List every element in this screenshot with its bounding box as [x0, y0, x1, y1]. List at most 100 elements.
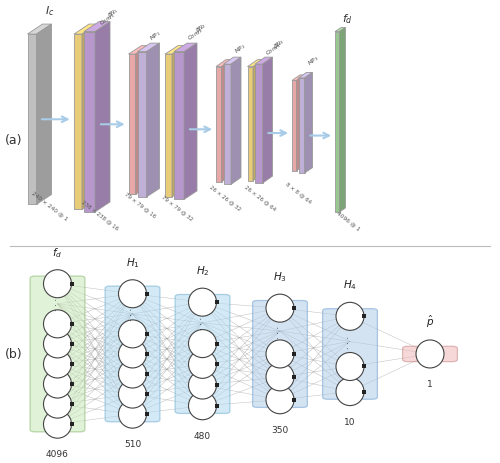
Ellipse shape [336, 378, 364, 406]
Text: · · ·: · · · [276, 325, 284, 338]
Ellipse shape [336, 353, 364, 381]
Polygon shape [74, 25, 97, 35]
Polygon shape [298, 79, 304, 174]
Bar [362, 315, 366, 319]
Text: $f_d$: $f_d$ [52, 245, 62, 259]
Text: $H_2$: $H_2$ [196, 263, 209, 277]
Text: · · ·: · · · [346, 335, 354, 348]
Bar [70, 402, 73, 406]
Text: $f_d$: $f_d$ [342, 13, 352, 26]
Polygon shape [74, 35, 82, 210]
FancyBboxPatch shape [105, 287, 160, 422]
Bar [70, 362, 73, 366]
Polygon shape [296, 76, 304, 171]
Bar [144, 332, 148, 336]
Text: 8 × 8 @ 64: 8 × 8 @ 64 [285, 181, 312, 204]
Text: (a): (a) [5, 133, 22, 146]
Polygon shape [172, 46, 185, 198]
Text: Conv$_2$: Conv$_2$ [186, 25, 206, 43]
Bar [292, 398, 296, 402]
Ellipse shape [44, 350, 72, 378]
Ellipse shape [44, 370, 72, 398]
Text: 510: 510 [124, 439, 141, 448]
Text: 4096: 4096 [46, 450, 69, 458]
Text: 10: 10 [344, 417, 356, 426]
Bar [70, 282, 73, 286]
Polygon shape [84, 32, 95, 213]
Text: $H_3$: $H_3$ [273, 269, 287, 283]
Ellipse shape [188, 371, 216, 399]
Polygon shape [292, 81, 296, 171]
Text: MP$_3$: MP$_3$ [306, 54, 321, 68]
Text: MP$_2$: MP$_2$ [232, 41, 248, 56]
Ellipse shape [416, 340, 444, 368]
Polygon shape [304, 73, 312, 174]
Text: 26 × 26 @ 64: 26 × 26 @ 64 [244, 184, 277, 211]
Polygon shape [216, 61, 232, 68]
FancyBboxPatch shape [322, 309, 378, 400]
Polygon shape [165, 55, 172, 198]
Ellipse shape [266, 363, 294, 391]
Polygon shape [255, 65, 262, 184]
Bar [70, 322, 73, 326]
Text: 1: 1 [427, 379, 433, 388]
Polygon shape [128, 55, 136, 195]
Text: BN$_3$: BN$_3$ [272, 36, 287, 50]
Polygon shape [174, 44, 197, 52]
Text: 26 × 26 @ 32: 26 × 26 @ 32 [209, 184, 242, 211]
Ellipse shape [118, 360, 146, 388]
Bar [144, 412, 148, 416]
Polygon shape [248, 68, 253, 181]
Bar [144, 292, 148, 296]
Bar [144, 392, 148, 396]
Polygon shape [224, 65, 231, 185]
Bar [144, 372, 148, 376]
Polygon shape [292, 76, 304, 81]
FancyBboxPatch shape [30, 276, 85, 432]
Text: BN$_1$: BN$_1$ [106, 6, 121, 20]
Polygon shape [216, 68, 222, 182]
Bar [214, 383, 218, 387]
Text: $H_1$: $H_1$ [126, 255, 140, 269]
Bar [70, 382, 73, 386]
Bar [70, 342, 73, 346]
Polygon shape [174, 52, 184, 200]
Polygon shape [298, 73, 312, 79]
Text: MP$_1$: MP$_1$ [148, 29, 163, 43]
Polygon shape [138, 44, 160, 52]
Polygon shape [335, 29, 345, 32]
Polygon shape [165, 46, 185, 55]
Text: (b): (b) [5, 348, 22, 361]
Polygon shape [340, 29, 345, 213]
Text: Conv$_3$: Conv$_3$ [264, 40, 284, 58]
Text: · · ·: · · · [53, 298, 62, 311]
Polygon shape [28, 35, 36, 205]
FancyBboxPatch shape [252, 301, 308, 407]
Polygon shape [136, 46, 148, 195]
Text: · · ·: · · · [198, 317, 207, 330]
Bar [214, 342, 218, 346]
Bar [214, 363, 218, 367]
Ellipse shape [118, 400, 146, 428]
Ellipse shape [188, 350, 216, 378]
Polygon shape [255, 58, 272, 65]
Ellipse shape [188, 330, 216, 358]
Polygon shape [84, 23, 110, 32]
Bar [362, 390, 366, 394]
Ellipse shape [44, 330, 72, 358]
Polygon shape [128, 46, 148, 55]
FancyBboxPatch shape [402, 346, 458, 362]
Ellipse shape [44, 310, 72, 338]
Bar [292, 307, 296, 311]
Text: 79 × 79 @ 16: 79 × 79 @ 16 [124, 191, 157, 219]
Ellipse shape [118, 340, 146, 368]
Polygon shape [224, 58, 241, 65]
Text: 350: 350 [272, 425, 288, 434]
Polygon shape [253, 61, 263, 181]
Text: 79 × 79 @ 32: 79 × 79 @ 32 [161, 194, 194, 221]
Text: · · ·: · · · [128, 307, 137, 321]
Bar [292, 375, 296, 379]
Text: BN$_2$: BN$_2$ [194, 21, 209, 35]
Ellipse shape [266, 340, 294, 368]
Ellipse shape [44, 270, 72, 298]
